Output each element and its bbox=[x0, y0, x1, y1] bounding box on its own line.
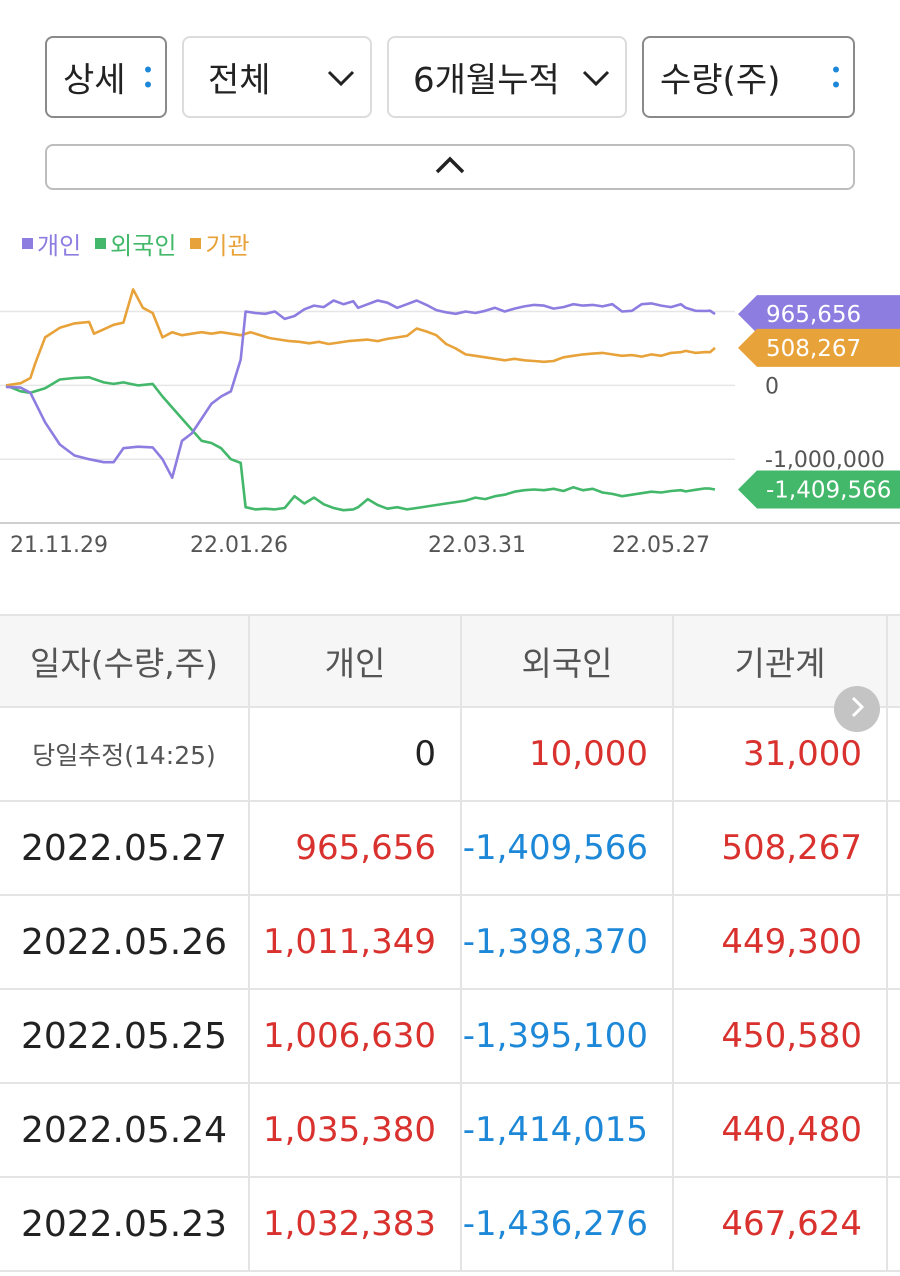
chevron-down-icon bbox=[326, 57, 356, 97]
x-tick-label: 22.05.27 bbox=[612, 533, 710, 558]
end-value-tag: -1,409,566 bbox=[738, 470, 900, 509]
legend-label: 기관 bbox=[205, 232, 250, 260]
table-body: 당일추정(14:25) 0 10,000 31,000 2022.05.27 965,65… bbox=[0, 708, 900, 1272]
investor-select[interactable]: 전체 bbox=[182, 36, 372, 118]
scroll-right-button[interactable] bbox=[834, 686, 880, 732]
x-tick-label: 22.01.26 bbox=[190, 533, 288, 558]
cell-institution: 450,580 bbox=[674, 990, 888, 1082]
unit-select[interactable]: 수량(주) bbox=[642, 36, 855, 118]
legend-swatch bbox=[95, 238, 107, 249]
investor-table: 일자(수량,주) 개인 외국인 기관계 당일추정(14:25) 0 10,000 31… bbox=[0, 614, 900, 1272]
period-select-label: 6개월누적 bbox=[413, 60, 560, 101]
table-row: 2022.05.26 1,011,349 -1,398,370 449,300 bbox=[0, 896, 900, 990]
chevron-down-icon bbox=[581, 57, 611, 97]
end-value-tag: 508,267 bbox=[738, 328, 900, 367]
dots-vertical-icon bbox=[145, 66, 151, 88]
legend-item-foreign: 외국인 bbox=[95, 226, 176, 261]
dots-vertical-icon bbox=[833, 66, 839, 88]
cell-institution: 31,000 bbox=[674, 708, 888, 800]
cell-foreign: -1,398,370 bbox=[462, 896, 674, 988]
cell-individual: 1,011,349 bbox=[250, 896, 462, 988]
detail-select-label: 상세 bbox=[63, 60, 126, 101]
end-value-label: -1,409,566 bbox=[766, 477, 891, 503]
y-tick-label: 0 bbox=[765, 374, 779, 399]
cell-individual: 1,006,630 bbox=[250, 990, 462, 1082]
cell-date: 당일추정(14:25) bbox=[0, 708, 250, 800]
cell-date: 2022.05.27 bbox=[0, 802, 250, 894]
cell-foreign: -1,395,100 bbox=[462, 990, 674, 1082]
cell-foreign: -1,414,015 bbox=[462, 1084, 674, 1176]
series-line-0 bbox=[5, 299, 716, 479]
header-individual: 개인 bbox=[250, 616, 462, 706]
cell-foreign: -1,436,276 bbox=[462, 1178, 674, 1270]
cell-date: 2022.05.23 bbox=[0, 1178, 250, 1270]
chevron-up-icon bbox=[434, 155, 466, 179]
y-tick-label: -1,000,000 bbox=[765, 448, 885, 473]
series-line-1 bbox=[5, 376, 716, 512]
header-date: 일자(수량,주) bbox=[0, 616, 250, 706]
chevron-right-icon bbox=[847, 695, 867, 723]
legend-label: 외국인 bbox=[110, 232, 177, 260]
table-row: 2022.05.24 1,035,380 -1,414,015 440,480 bbox=[0, 1084, 900, 1178]
cell-date: 2022.05.25 bbox=[0, 990, 250, 1082]
cell-date: 2022.05.24 bbox=[0, 1084, 250, 1176]
end-value-tag: 965,656 bbox=[738, 295, 900, 334]
period-select[interactable]: 6개월누적 bbox=[387, 36, 627, 118]
cell-institution: 467,624 bbox=[674, 1178, 888, 1270]
legend-label: 개인 bbox=[37, 232, 82, 260]
cell-individual: 965,656 bbox=[250, 802, 462, 894]
x-tick-label: 21.11.29 bbox=[10, 533, 108, 558]
table-row: 2022.05.23 1,032,383 -1,436,276 467,624 bbox=[0, 1178, 900, 1272]
legend-swatch bbox=[190, 238, 202, 249]
chart-legend: 개인 외국인 기관 bbox=[22, 226, 250, 261]
cell-institution: 440,480 bbox=[674, 1084, 888, 1176]
series-line-2 bbox=[5, 288, 716, 387]
table-row: 당일추정(14:25) 0 10,000 31,000 bbox=[0, 708, 900, 802]
cell-date: 2022.05.26 bbox=[0, 896, 250, 988]
cell-individual: 1,032,383 bbox=[250, 1178, 462, 1270]
table-row: 2022.05.27 965,656 -1,409,566 508,267 bbox=[0, 802, 900, 896]
legend-swatch bbox=[22, 238, 33, 249]
table-row: 2022.05.25 1,006,630 -1,395,100 450,580 bbox=[0, 990, 900, 1084]
cell-institution: 449,300 bbox=[674, 896, 888, 988]
filter-bar: 상세 전체 6개월누적 수량(주) bbox=[45, 36, 855, 122]
header-foreign: 외국인 bbox=[462, 616, 674, 706]
x-tick-label: 22.03.31 bbox=[428, 533, 526, 558]
collapse-filters-button[interactable] bbox=[45, 144, 855, 190]
end-value-label: 508,267 bbox=[766, 336, 861, 362]
cell-individual: 1,035,380 bbox=[250, 1084, 462, 1176]
investor-trend-chart: 0 -1,000,000 965,656 508,267 -1,409,566 21.… bbox=[0, 288, 900, 558]
cell-institution: 508,267 bbox=[674, 802, 888, 894]
cell-foreign: 10,000 bbox=[462, 708, 674, 800]
table-header-row: 일자(수량,주) 개인 외국인 기관계 bbox=[0, 614, 900, 708]
end-value-tag-bg bbox=[738, 328, 900, 367]
legend-item-institution: 기관 bbox=[190, 226, 250, 261]
detail-select[interactable]: 상세 bbox=[45, 36, 167, 118]
cell-individual: 0 bbox=[250, 708, 462, 800]
unit-select-label: 수량(주) bbox=[660, 60, 781, 101]
end-value-tag-bg bbox=[738, 295, 900, 334]
end-value-tag-bg bbox=[738, 470, 900, 509]
investor-select-label: 전체 bbox=[208, 60, 271, 101]
end-value-label: 965,656 bbox=[766, 302, 861, 328]
header-institution: 기관계 bbox=[674, 616, 888, 706]
legend-item-individual: 개인 bbox=[22, 226, 81, 261]
cell-foreign: -1,409,566 bbox=[462, 802, 674, 894]
